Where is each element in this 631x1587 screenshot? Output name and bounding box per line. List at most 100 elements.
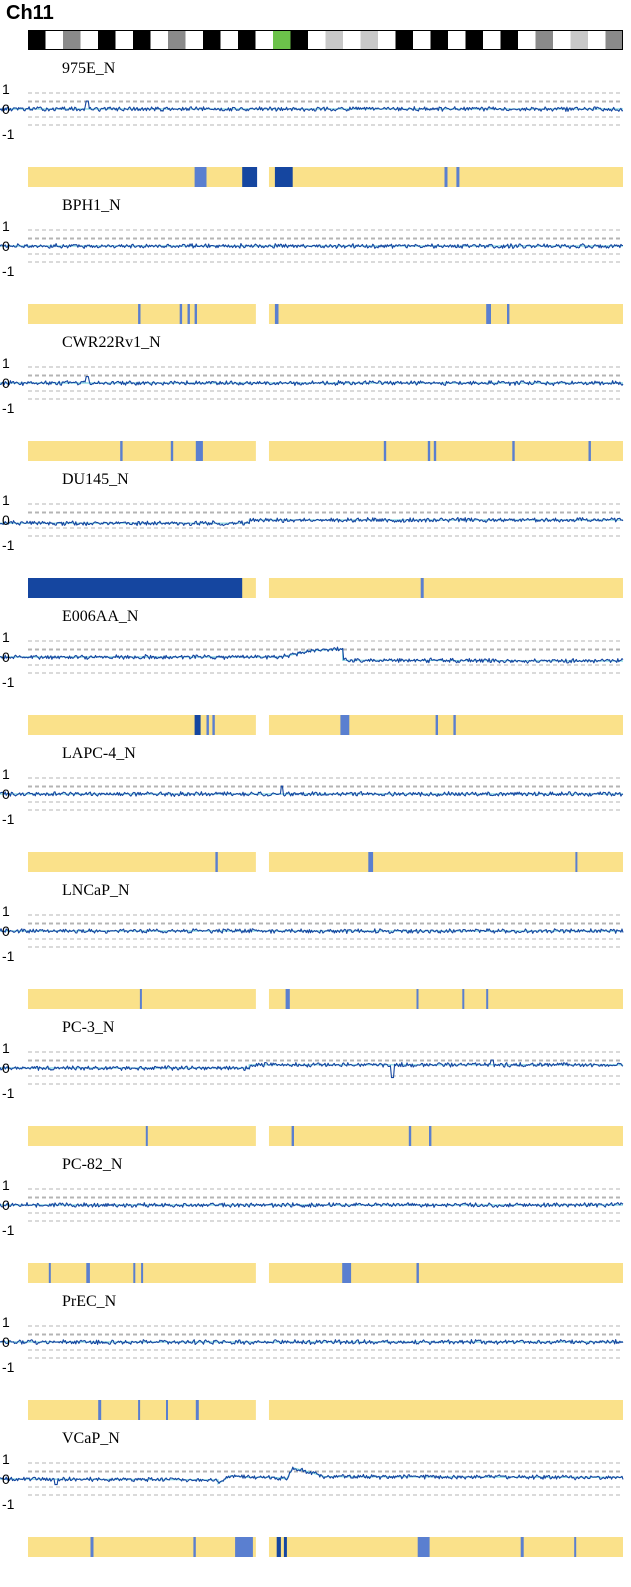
sample-plot: [0, 503, 624, 598]
sample-title: VCaP_N: [62, 1430, 120, 1447]
segment-block: [486, 304, 491, 324]
segment-bar: [268, 441, 623, 461]
segment-block: [285, 989, 290, 1009]
ideogram-band: [150, 31, 169, 49]
sample-title: E006AA_N: [62, 608, 139, 625]
segment-bar: [268, 1263, 623, 1283]
sample-panel: PrEC_N 1 0 -1: [0, 1293, 631, 1430]
y-tick-label: 0: [2, 375, 10, 391]
ideogram-band: [430, 31, 449, 49]
copy-number-trace: [0, 928, 624, 935]
segment-block: [276, 1537, 281, 1557]
segment-bar: [28, 167, 256, 187]
sample-panel: LNCaP_N 1 0 -1: [0, 882, 631, 1019]
segment-block: [194, 167, 207, 187]
segment-block: [507, 304, 510, 324]
segment-bar: [268, 1537, 623, 1557]
y-tick-label: 0: [2, 1334, 10, 1350]
segment-block: [433, 441, 437, 461]
sample-title: PC-3_N: [62, 1019, 115, 1036]
sample-title: 975E_N: [62, 60, 116, 77]
ideogram-band: [395, 31, 414, 49]
segment-block: [86, 1263, 90, 1283]
sample-title: BPH1_N: [62, 197, 121, 214]
sample-panel: LAPC-4_N 1 0 -1: [0, 745, 631, 882]
y-tick-label: -1: [2, 674, 15, 690]
ideogram-outline: [28, 30, 623, 50]
segment-block: [170, 441, 174, 461]
ideogram-band: [203, 31, 221, 49]
copy-number-trace: [0, 1059, 624, 1079]
segment-block: [141, 1263, 144, 1283]
segment-bar: [28, 441, 256, 461]
segment-block: [195, 441, 203, 461]
ideogram-band: [448, 31, 466, 49]
sample-plot: [0, 1188, 624, 1283]
ideogram-band: [133, 31, 151, 49]
sample-title: DU145_N: [62, 471, 129, 488]
segment-block: [429, 1126, 432, 1146]
sample-plot: [0, 777, 624, 872]
segment-block: [179, 304, 183, 324]
segment-block: [166, 1400, 168, 1420]
sample-panel: BPH1_N 1 0 -1: [0, 197, 631, 334]
y-tick-label: 0: [2, 238, 10, 254]
ideogram-band: [45, 31, 64, 49]
segment-bar: [268, 852, 623, 872]
y-tick-label: -1: [2, 126, 15, 142]
sample-panel: DU145_N 1 0 -1: [0, 471, 631, 608]
ideogram-band: [168, 31, 186, 49]
copy-number-trace: [0, 1202, 624, 1208]
ideogram-band: [308, 31, 326, 49]
y-tick-label: -1: [2, 537, 15, 553]
copy-number-trace: [0, 242, 623, 250]
segment-block: [138, 304, 141, 324]
segment-block: [456, 167, 460, 187]
chromosome-title: Ch11: [6, 2, 54, 24]
ideogram-band: [588, 31, 606, 49]
segment-block: [417, 1537, 430, 1557]
segment-block: [48, 1263, 51, 1283]
ideogram-band: [483, 31, 501, 49]
y-tick-label: 0: [2, 512, 10, 528]
y-tick-label: 0: [2, 923, 10, 939]
y-tick-label: 0: [2, 1471, 10, 1487]
segment-block: [383, 441, 387, 461]
segment-block: [574, 1537, 577, 1557]
segment-bar: [268, 304, 623, 324]
sample-panel: VCaP_N 1 0 -1: [0, 1430, 631, 1567]
sample-panel: E006AA_N 1 0 -1: [0, 608, 631, 745]
baseline-line: [0, 1467, 624, 1485]
y-tick-label: 1: [2, 766, 10, 782]
segment-block: [145, 1126, 148, 1146]
segment-block: [408, 1126, 412, 1146]
ideogram-band: [378, 31, 396, 49]
y-tick-label: -1: [2, 400, 15, 416]
y-tick-label: -1: [2, 1359, 15, 1375]
segment-block: [215, 852, 218, 872]
segment-block: [139, 989, 142, 1009]
segment-block: [98, 1400, 102, 1420]
segment-block: [193, 1537, 196, 1557]
ideogram-band: [605, 31, 623, 49]
y-tick-label: 1: [2, 218, 10, 234]
y-tick-label: 1: [2, 1040, 10, 1056]
copy-number-trace: [0, 1339, 624, 1346]
y-tick-label: -1: [2, 1496, 15, 1512]
sample-plot: [0, 1051, 624, 1146]
copy-number-trace: [0, 646, 624, 664]
ideogram-band: [220, 31, 239, 49]
ideogram-band: [98, 31, 116, 49]
segment-block: [90, 1537, 94, 1557]
segment-bar: [268, 1400, 623, 1420]
sample-plot: [0, 366, 624, 461]
ideogram-band: [273, 31, 291, 49]
segment-bar: [28, 989, 256, 1009]
ideogram-band: [535, 31, 554, 49]
y-tick-label: 0: [2, 649, 10, 665]
copy-number-trace: [0, 100, 624, 112]
segment-block: [368, 852, 374, 872]
y-tick-label: 1: [2, 1177, 10, 1193]
y-tick-label: 1: [2, 355, 10, 371]
ideogram-band: [63, 31, 81, 49]
